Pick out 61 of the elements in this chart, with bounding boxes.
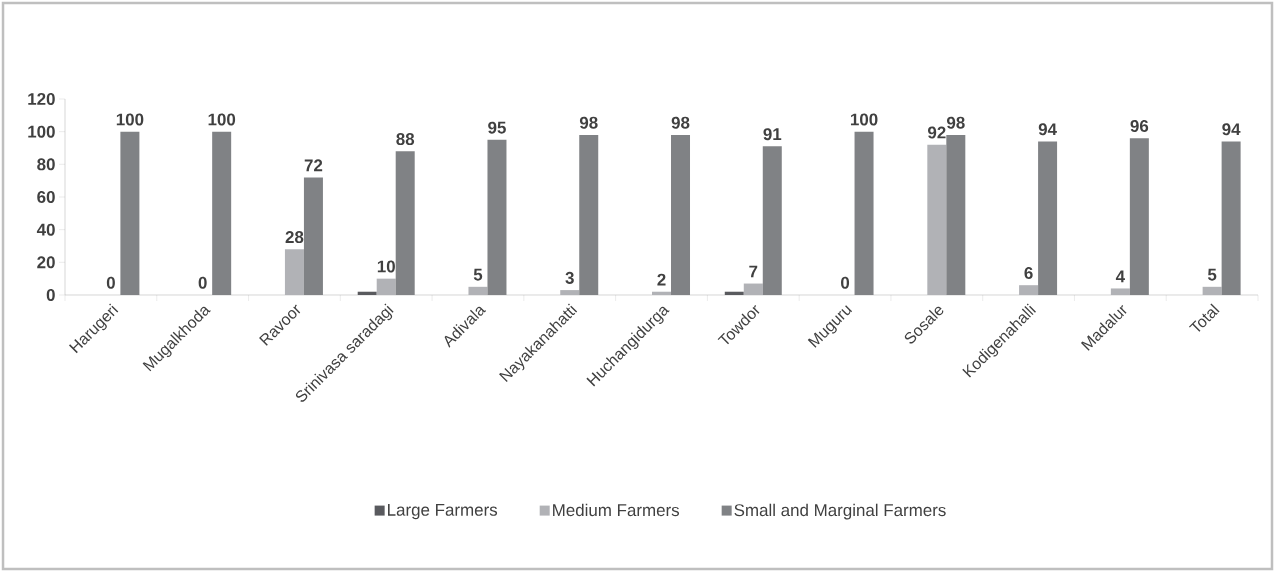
data-label: 100 (208, 113, 236, 126)
legend-label: Medium Farmers (553, 503, 680, 517)
bar (1110, 288, 1130, 295)
bar (120, 131, 140, 295)
data-label: 7 (749, 265, 758, 278)
data-label: 0 (106, 276, 115, 289)
bar (652, 291, 672, 295)
y-tick-label: 100 (28, 125, 55, 138)
data-label: 92 (927, 126, 946, 139)
bar (212, 131, 232, 295)
y-tick-label: 0 (46, 288, 55, 301)
data-label: 5 (473, 268, 483, 281)
data-label: 100 (850, 113, 878, 126)
data-label: 98 (671, 116, 690, 129)
data-label: 0 (198, 276, 207, 289)
data-label: 5 (1207, 268, 1217, 281)
bar (468, 286, 488, 295)
bar (357, 291, 377, 295)
bar (927, 144, 947, 295)
y-tick-label: 40 (36, 223, 55, 236)
data-label: 72 (304, 159, 323, 172)
y-tick-label: 120 (28, 92, 55, 105)
data-label: 91 (763, 128, 782, 141)
y-tick-label: 80 (37, 158, 55, 171)
bar (303, 177, 323, 295)
y-tick-label: 20 (37, 256, 55, 269)
bar (946, 134, 966, 295)
legend-label: Small and Marginal Farmers (734, 503, 946, 520)
data-label: 3 (565, 271, 574, 284)
data-label: 96 (1130, 119, 1149, 132)
legend-label: Large Farmers (388, 504, 498, 520)
data-label: 2 (657, 273, 666, 286)
data-label: 95 (488, 121, 506, 134)
data-label: 10 (377, 260, 395, 273)
data-label: 6 (1024, 266, 1033, 279)
bar (1038, 141, 1058, 295)
bar (560, 290, 580, 295)
data-label: 94 (1038, 123, 1057, 136)
bar (1202, 286, 1222, 295)
bar (724, 291, 744, 295)
bar (1221, 141, 1241, 295)
data-label: 100 (116, 113, 144, 126)
bar (1129, 138, 1149, 295)
data-label: 98 (946, 116, 965, 129)
bar (854, 131, 874, 295)
data-label: 4 (1115, 270, 1125, 283)
data-label: 0 (841, 276, 850, 289)
bar (762, 146, 782, 295)
bar (671, 134, 691, 295)
bar (395, 151, 415, 295)
bar (1019, 285, 1039, 295)
bar (743, 283, 763, 295)
data-label: 98 (579, 116, 598, 129)
data-label: 88 (396, 133, 415, 146)
bar (376, 278, 396, 295)
bar (579, 134, 599, 295)
bar (487, 139, 507, 295)
bar (284, 249, 304, 295)
data-label: 28 (285, 231, 304, 244)
y-tick-label: 60 (37, 190, 55, 203)
data-label: 94 (1222, 123, 1241, 136)
